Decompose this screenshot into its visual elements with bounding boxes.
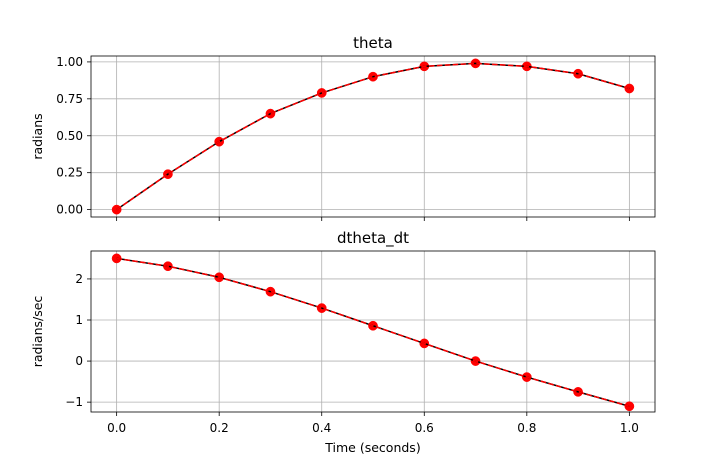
dtheta-dt-ylabel: radians/sec (30, 296, 45, 368)
theta-y-tick-label: 1.00 (56, 55, 83, 69)
dtheta-dt-y-tick-label: 0 (75, 354, 83, 368)
dtheta-dt-xlabel: Time (seconds) (324, 440, 420, 455)
dtheta-dt-x-tick-label: 1.0 (620, 421, 639, 435)
dtheta-dt-title: dtheta_dt (337, 229, 409, 248)
theta-title: theta (353, 34, 393, 52)
theta-y-tick-label: 0.00 (56, 203, 83, 217)
theta-y-tick-label: 0.50 (56, 129, 83, 143)
theta-grid (91, 56, 655, 217)
theta-data-point (111, 204, 122, 215)
dtheta-dt-ticks: 0.0 0.2 0.4 0.6 0.8 1.0 −1 0 1 2 (65, 272, 639, 435)
dtheta-dt-x-tick-label: 0.6 (415, 421, 434, 435)
dtheta-dt-y-tick-label: 1 (75, 313, 83, 327)
theta-plot-area (111, 58, 635, 215)
dtheta-dt-axes-frame (90, 250, 656, 413)
dtheta-dt-x-tick-label: 0.8 (517, 421, 536, 435)
dtheta-dt-y-tick-label: −1 (65, 395, 83, 409)
dtheta-dt-y-tick-label: 2 (75, 272, 83, 286)
dtheta-dt-series-line-dashed (116, 257, 630, 407)
dtheta-dt-x-tick-label: 0.0 (107, 421, 126, 435)
dtheta-dt-x-tick-label: 0.2 (210, 421, 229, 435)
dtheta-dt-subplot: 0.0 0.2 0.4 0.6 0.8 1.0 −1 0 1 2 dtheta_dt radian… (30, 229, 656, 455)
theta-axes-frame (90, 55, 656, 218)
theta-series-line-dashed (116, 62, 630, 211)
theta-y-tick-label: 0.25 (56, 166, 83, 180)
dtheta-dt-data-point (624, 401, 635, 412)
dtheta-dt-x-tick-label: 0.4 (312, 421, 331, 435)
dtheta-dt-plot-area (111, 253, 635, 412)
theta-data-point (624, 83, 635, 94)
theta-subplot: 0.00 0.25 0.50 0.75 1.00 theta radians (30, 34, 656, 221)
theta-ticks: 0.00 0.25 0.50 0.75 1.00 (56, 55, 630, 221)
theta-y-tick-label: 0.75 (56, 92, 83, 106)
theta-ylabel: radians (30, 113, 45, 159)
dtheta-dt-grid (91, 251, 655, 412)
